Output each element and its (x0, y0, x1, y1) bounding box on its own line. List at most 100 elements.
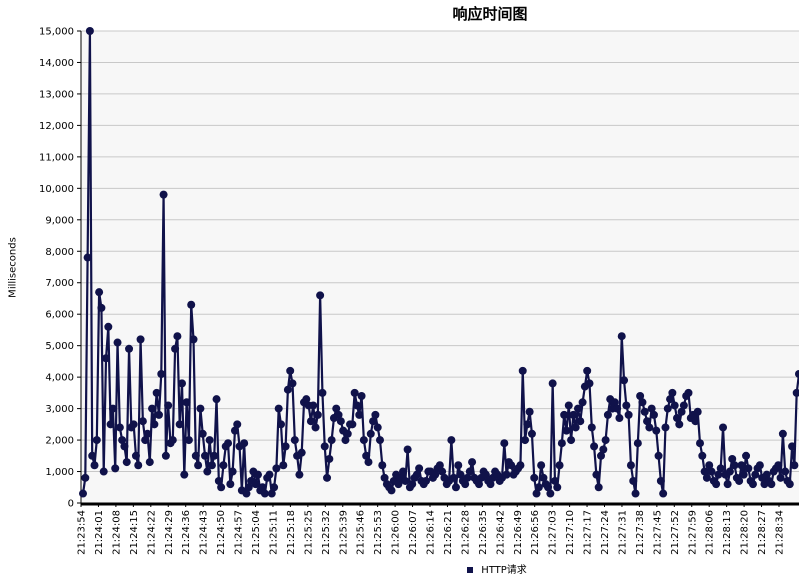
y-tick-label: 15,000 (39, 27, 74, 38)
x-tick-label: 21:24:29 (164, 510, 175, 555)
data-point (774, 461, 783, 470)
legend: HTTP请求 (467, 561, 527, 576)
data-point (534, 483, 543, 492)
data-point (350, 388, 359, 397)
data-point (306, 417, 315, 426)
data-point (251, 480, 260, 489)
x-tick-label: 21:26:35 (478, 510, 489, 555)
data-point (371, 410, 380, 419)
data-point (168, 436, 177, 445)
series-http (79, 27, 799, 498)
data-point (352, 401, 361, 410)
data-point (707, 467, 716, 476)
x-tick-label: 21:26:42 (495, 510, 506, 555)
data-point (523, 420, 532, 429)
data-point (173, 332, 182, 341)
data-point (125, 344, 134, 353)
data-point (274, 404, 283, 413)
data-point (624, 410, 633, 419)
x-tick-label: 21:27:45 (652, 510, 663, 555)
data-point (571, 423, 580, 432)
data-point (412, 470, 421, 479)
data-point (500, 439, 509, 448)
data-point (502, 470, 511, 479)
data-point (336, 417, 345, 426)
x-tick-label: 21:24:22 (146, 510, 157, 555)
data-point (530, 473, 539, 482)
data-point (725, 467, 734, 476)
data-point (728, 454, 737, 463)
data-point (532, 489, 541, 498)
chart-title: 响应时间图 (452, 5, 528, 23)
x-tick-label: 21:26:00 (391, 510, 402, 555)
data-point (373, 423, 382, 432)
data-point (661, 423, 670, 432)
data-point (150, 420, 159, 429)
data-point (592, 470, 601, 479)
data-point (260, 489, 269, 498)
data-point (118, 436, 127, 445)
data-point (643, 417, 652, 426)
data-point (106, 420, 115, 429)
data-point (663, 404, 672, 413)
data-point (700, 467, 709, 476)
data-point (233, 420, 242, 429)
data-point (403, 445, 412, 454)
data-point (781, 467, 790, 476)
data-point (693, 407, 702, 416)
data-point (265, 470, 274, 479)
data-point (240, 439, 249, 448)
data-point (647, 404, 656, 413)
legend-label: HTTP请求 (481, 565, 527, 576)
data-point (456, 470, 465, 479)
data-point (649, 410, 658, 419)
data-point (108, 404, 117, 413)
data-point (594, 483, 603, 492)
data-point (785, 480, 794, 489)
x-tick-label: 21:27:38 (635, 510, 646, 555)
data-point (288, 379, 297, 388)
data-point (636, 392, 645, 401)
data-point (723, 480, 732, 489)
data-point (152, 388, 161, 397)
x-tick-label: 21:27:03 (548, 510, 559, 555)
data-point (258, 483, 267, 492)
data-point (97, 303, 106, 312)
y-tick-label: 0 (68, 499, 74, 510)
data-point (422, 476, 431, 485)
data-point (380, 473, 389, 482)
data-point (767, 480, 776, 489)
data-point (557, 439, 566, 448)
data-point (224, 439, 233, 448)
data-point (684, 388, 693, 397)
data-point (742, 451, 751, 460)
data-point (134, 461, 143, 470)
x-tick-label: 21:25:11 (268, 510, 279, 555)
data-point (201, 451, 210, 460)
data-point (286, 366, 295, 375)
y-tick-label: 4,000 (45, 373, 74, 384)
data-point (788, 442, 797, 451)
data-point (590, 442, 599, 451)
data-point (712, 480, 721, 489)
data-point (670, 401, 679, 410)
x-tick-label: 21:28:06 (705, 510, 716, 555)
data-point (656, 476, 665, 485)
data-point (369, 417, 378, 426)
data-point (311, 423, 320, 432)
data-point (431, 470, 440, 479)
data-point (141, 436, 150, 445)
x-tick-label: 21:26:21 (443, 510, 454, 555)
data-point (548, 379, 557, 388)
data-point (521, 436, 530, 445)
x-tick-label: 21:27:17 (583, 510, 594, 555)
data-point (313, 410, 322, 419)
data-point (102, 354, 111, 363)
y-tick-label: 13,000 (39, 89, 74, 100)
data-point (544, 483, 553, 492)
data-point (203, 467, 212, 476)
data-point (83, 253, 92, 262)
data-point (191, 451, 200, 460)
data-point (633, 439, 642, 448)
data-point (677, 407, 686, 416)
